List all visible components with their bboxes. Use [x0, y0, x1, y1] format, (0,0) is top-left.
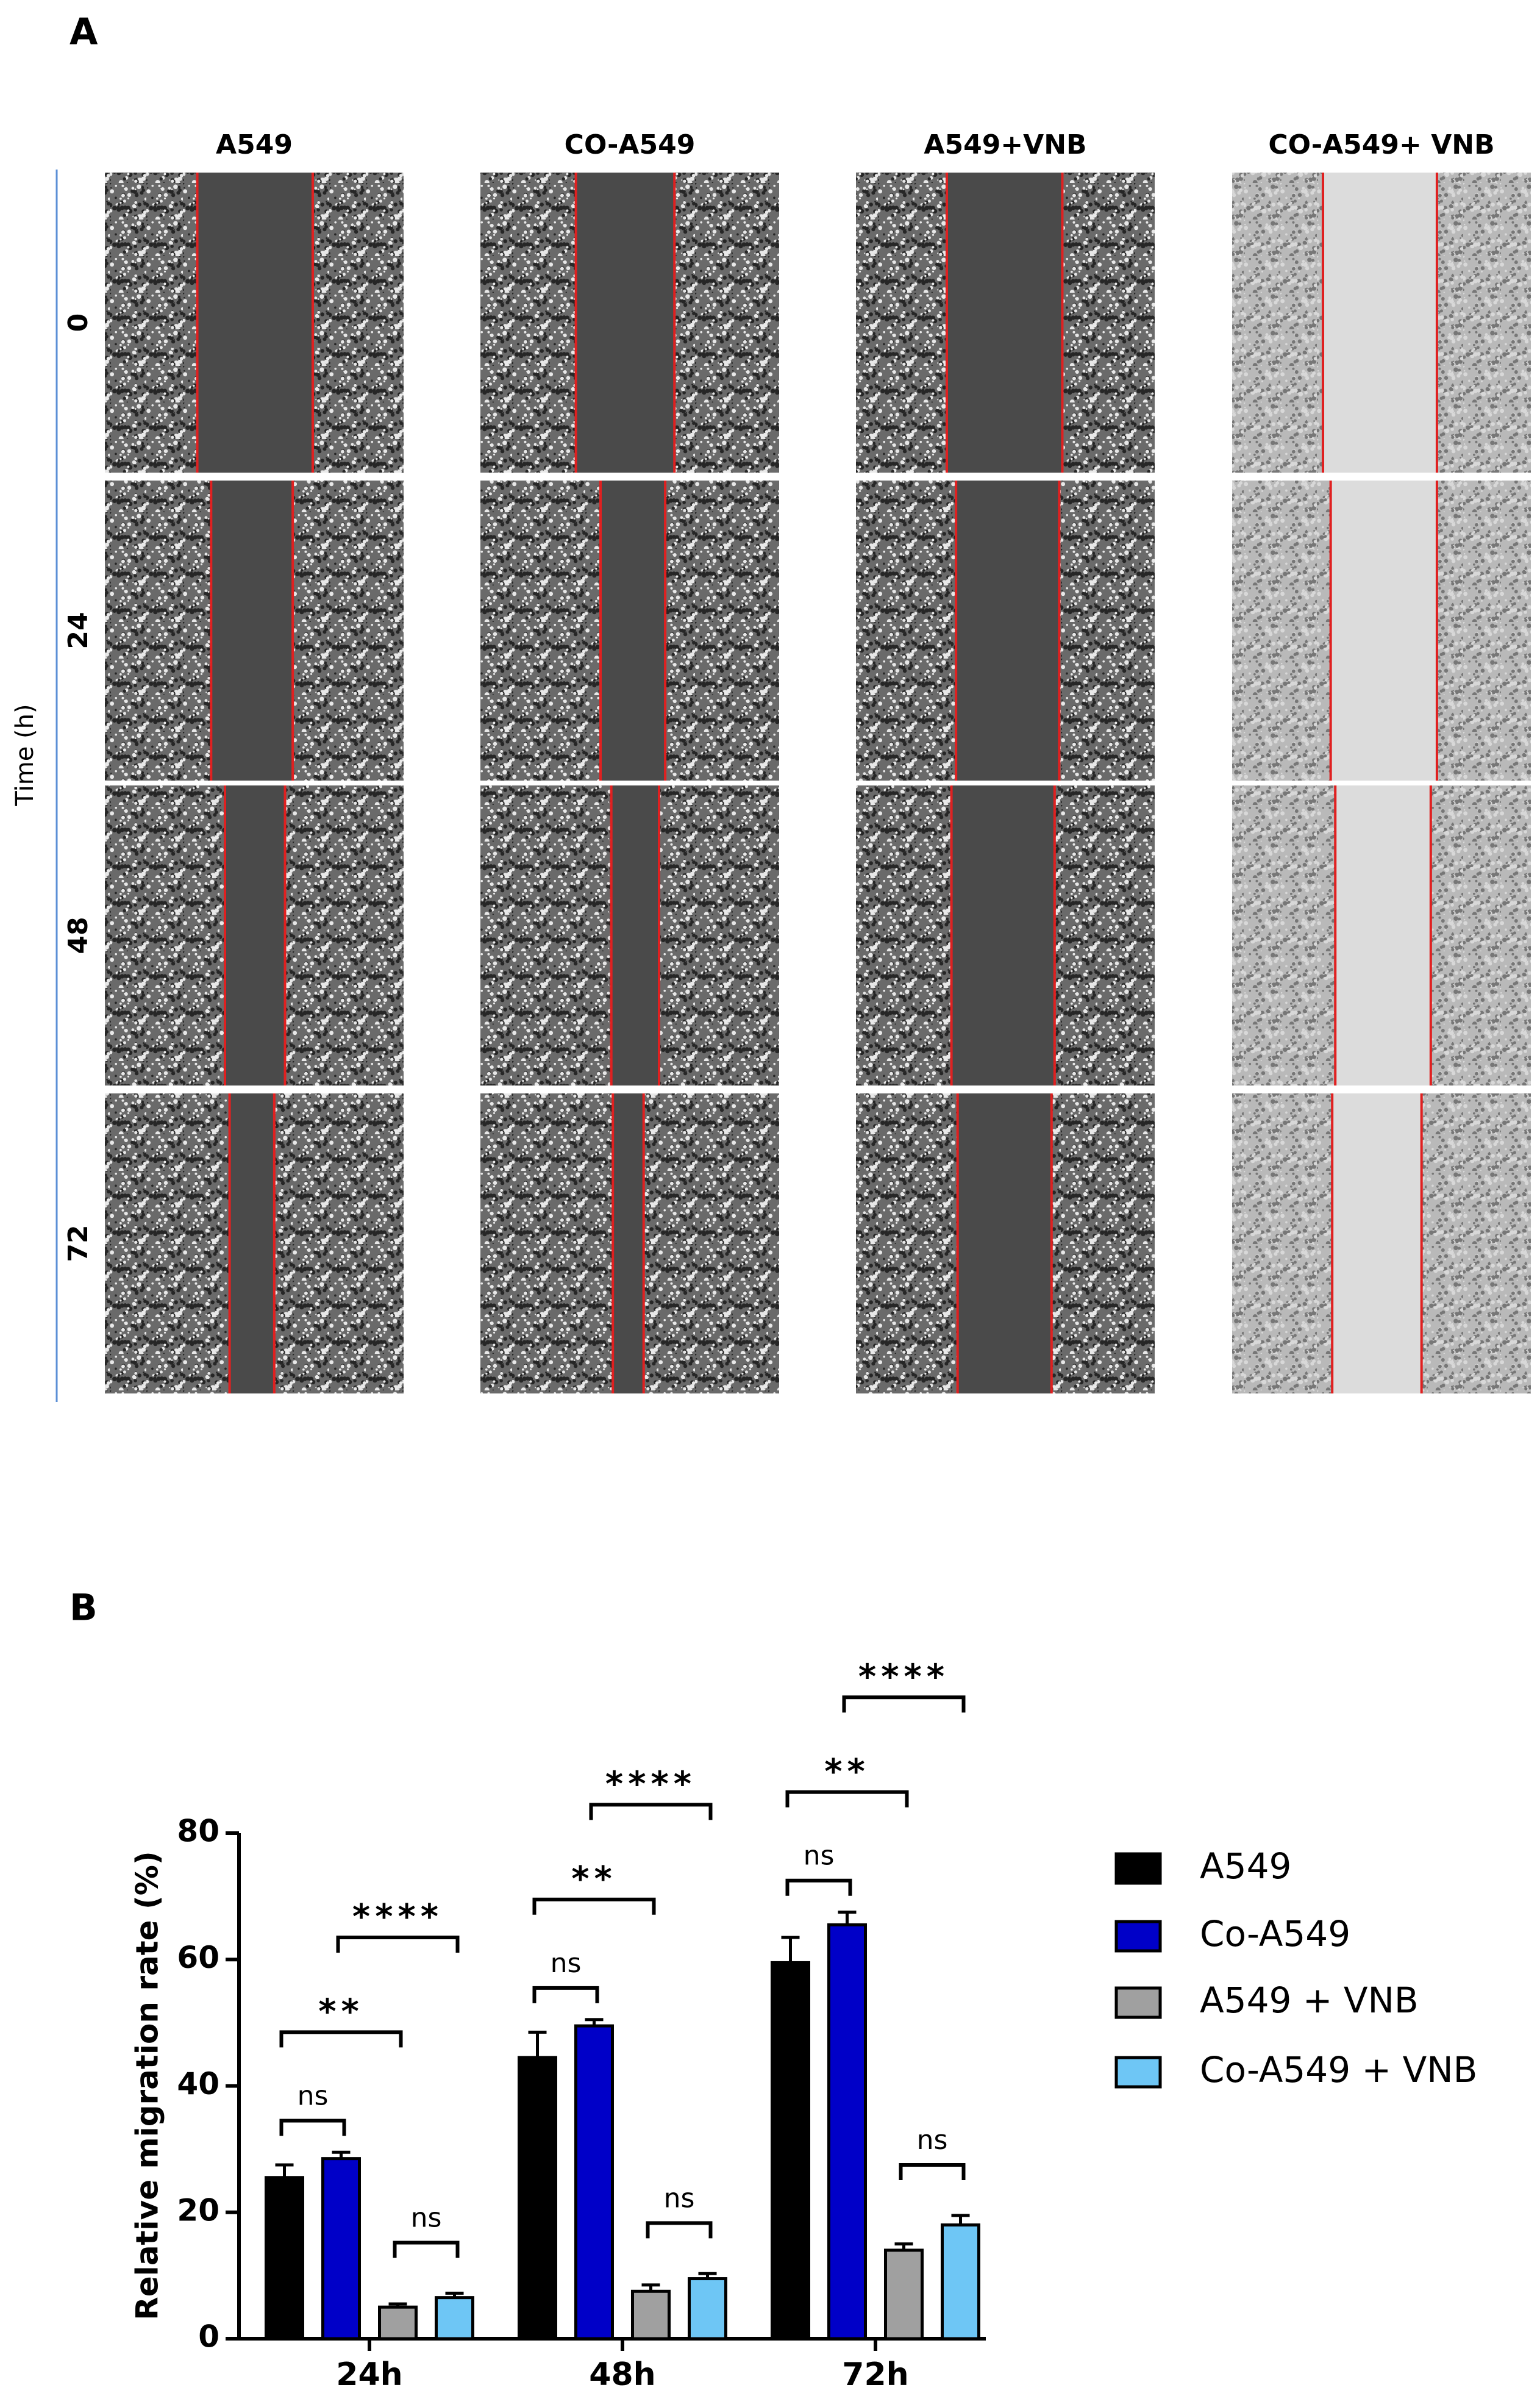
significance-bracket — [279, 2119, 346, 2136]
legend-label: A549 + VNB — [1200, 1980, 1419, 2021]
scratch-gap — [957, 1093, 1052, 1393]
significance-bracket — [646, 2221, 713, 2239]
legend-label: Co-A549 + VNB — [1200, 2049, 1477, 2090]
column-header: A549 — [216, 129, 293, 160]
significance-label: ns — [411, 2202, 442, 2233]
scratch-gap — [229, 1093, 274, 1393]
y-tick-label: 60 — [177, 1940, 219, 1975]
legend-swatch — [1114, 1920, 1162, 1953]
bar — [265, 2176, 304, 2341]
significance-label: ns — [804, 1840, 835, 1872]
bar — [827, 1923, 867, 2341]
significance-bracket — [393, 2241, 460, 2258]
significance-label: ns — [551, 1948, 582, 1979]
bar — [321, 2157, 361, 2341]
scratch-gap — [1330, 481, 1437, 781]
legend-label: A549 — [1200, 1845, 1291, 1887]
significance-label: **** — [605, 1765, 696, 1804]
column-header: CO-A549+ VNB — [1268, 129, 1494, 160]
scratch-gap — [1335, 785, 1431, 1085]
scratch-gap — [576, 173, 675, 473]
significance-label: ns — [917, 2125, 948, 2156]
legend-label: Co-A549 — [1200, 1913, 1350, 1955]
significance-bracket — [785, 1790, 909, 1808]
bar — [378, 2305, 418, 2341]
significance-bracket — [336, 1935, 460, 1953]
row-label: 72 — [63, 1225, 94, 1262]
bar — [574, 2024, 614, 2341]
significance-bracket — [842, 1695, 966, 1713]
micrographs: A549 CO-A549 A549+VNB CO-A549+ VNB 0 24 48 72 — [63, 129, 1531, 1393]
x-tick-label: 48h — [589, 2356, 655, 2393]
significance-label: ns — [298, 2080, 329, 2111]
y-tick-label: 20 — [177, 2192, 219, 2228]
scratch-gap — [613, 1093, 644, 1393]
row-label: 0 — [63, 313, 94, 332]
legend-swatch — [1114, 1852, 1162, 1885]
bar — [435, 2296, 474, 2341]
significance-label: **** — [352, 1897, 443, 1937]
scratch-gap — [1332, 1093, 1422, 1393]
y-tick-label: 80 — [177, 1814, 219, 1849]
panel-label: A — [70, 11, 98, 54]
x-tick-label: 24h — [336, 2356, 402, 2393]
y-tick-label: 0 — [198, 2319, 219, 2355]
significance-label: ns — [664, 2183, 695, 2214]
bar-chart: 02040608024hns******ns48hns******ns72hns… — [177, 1657, 1477, 2393]
scratch-gap — [601, 481, 666, 781]
bar — [884, 2248, 924, 2341]
significance-bracket — [589, 1803, 713, 1820]
significance-bracket — [785, 1878, 852, 1896]
y-axis-label: Time (h) — [11, 704, 39, 806]
bar — [631, 2289, 671, 2341]
column-header: CO-A549 — [565, 129, 696, 160]
scratch-gap — [947, 173, 1063, 473]
significance-bracket — [532, 1897, 656, 1915]
significance-label: ** — [571, 1859, 617, 1899]
scratch-gap — [951, 785, 1055, 1085]
legend-swatch — [1114, 2056, 1162, 2089]
significance-bracket — [279, 2030, 403, 2048]
significance-bracket — [899, 2163, 966, 2181]
legend-swatch — [1114, 1986, 1162, 2019]
bar — [688, 2277, 727, 2341]
y-tick-label: 40 — [177, 2066, 219, 2101]
row-label: 48 — [63, 917, 94, 954]
y-axis-label: Relative migration rate (%) — [130, 1851, 165, 2320]
scratch-gap — [956, 481, 1060, 781]
significance-label: **** — [858, 1657, 949, 1697]
scratch-gap — [197, 173, 313, 473]
scratch-gap — [225, 785, 285, 1085]
scratch-gap — [1323, 173, 1437, 473]
panel-label: B — [70, 1587, 98, 1629]
row-label: 24 — [63, 612, 94, 649]
significance-label: ** — [824, 1752, 870, 1792]
bar — [518, 2056, 557, 2341]
column-header: A549+VNB — [924, 129, 1086, 160]
x-tick-label: 72h — [842, 2356, 908, 2393]
bar — [771, 1961, 810, 2341]
scratch-gap — [611, 785, 659, 1085]
bar — [941, 2223, 980, 2341]
significance-label: ** — [318, 1992, 364, 2032]
significance-bracket — [532, 1986, 599, 2003]
scratch-gap — [211, 481, 293, 781]
